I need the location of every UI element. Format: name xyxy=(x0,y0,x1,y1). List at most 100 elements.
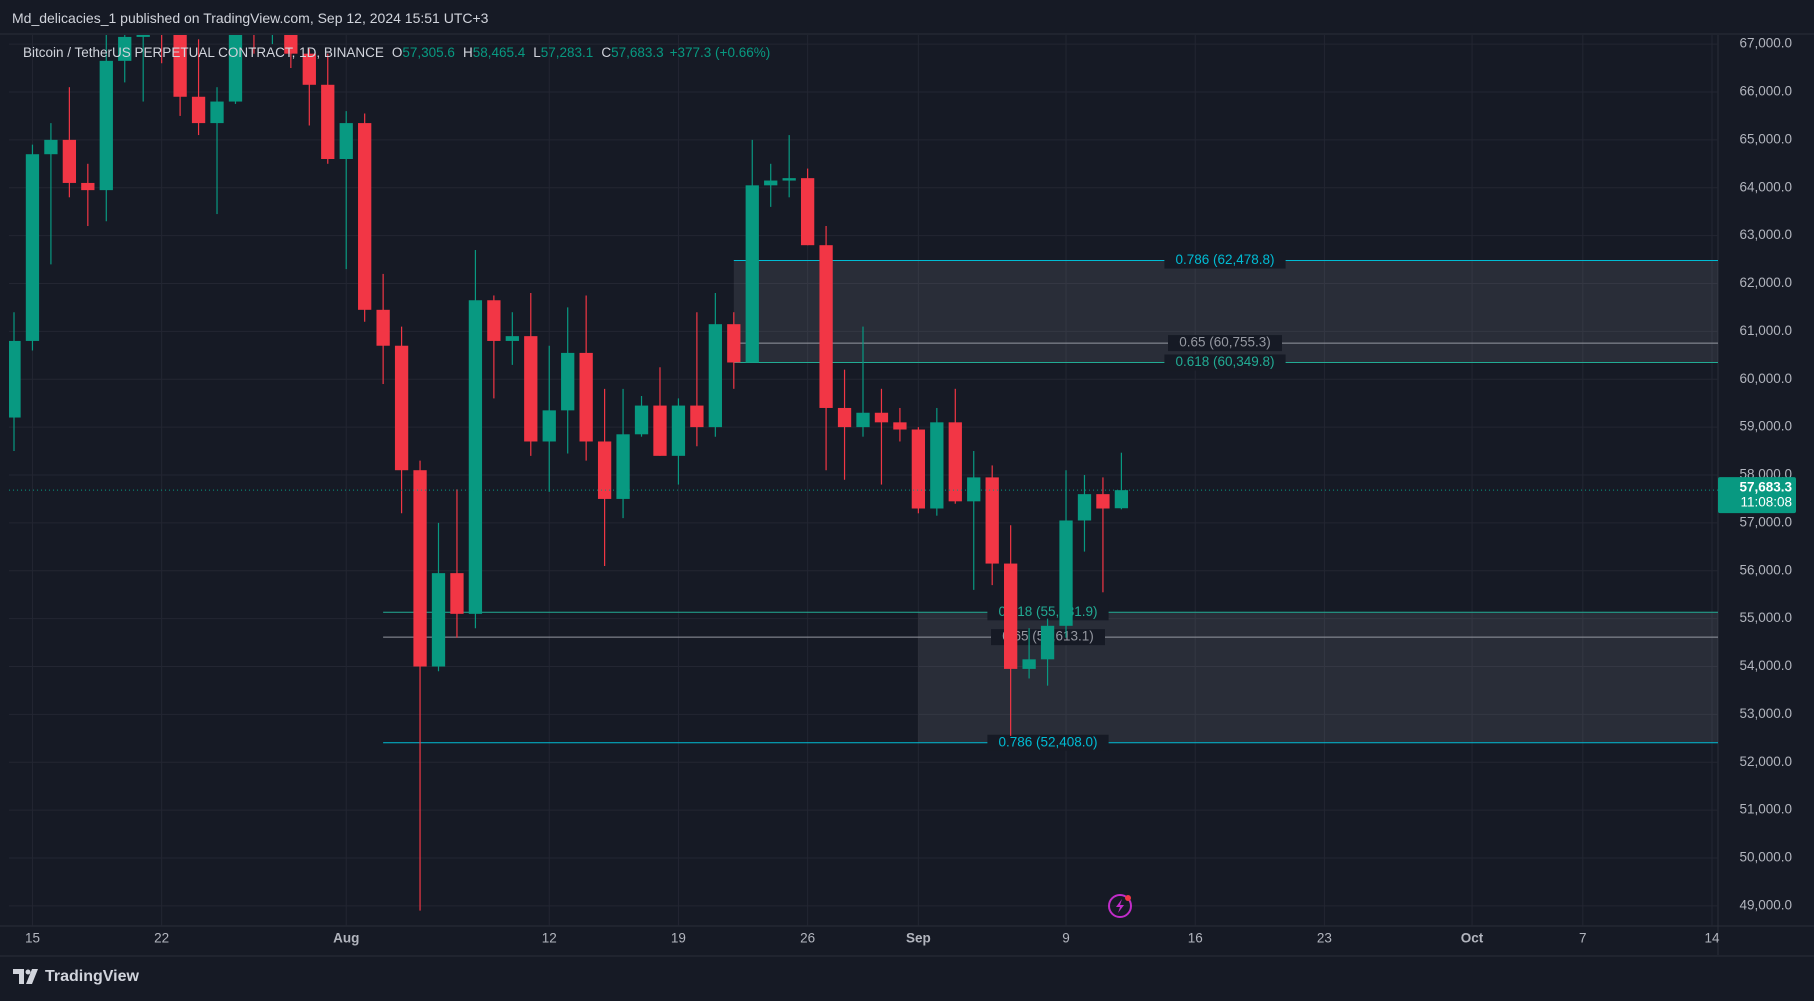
candle-body xyxy=(62,139,77,183)
alert-icon[interactable] xyxy=(1108,894,1132,918)
candle-body xyxy=(413,470,427,667)
ohlc-value: 57,305.6 xyxy=(402,45,455,60)
y-tick-label: 49,000.0 xyxy=(1739,897,1792,912)
candle-body xyxy=(1059,520,1073,626)
candle-body xyxy=(690,405,704,428)
candle-body xyxy=(394,345,409,471)
candle-body xyxy=(81,182,95,191)
candle-body xyxy=(930,422,944,509)
x-tick-label: 7 xyxy=(1579,931,1587,946)
y-tick-label: 61,000.0 xyxy=(1739,323,1792,338)
candle-body xyxy=(653,405,667,456)
candle-body xyxy=(893,422,907,430)
candle-body xyxy=(671,405,686,456)
x-tick-label: 23 xyxy=(1317,931,1332,946)
candle-body xyxy=(376,309,390,346)
x-tick-label: 15 xyxy=(25,931,40,946)
y-tick-label: 56,000.0 xyxy=(1739,562,1792,577)
change: +377.3 (+0.66%) xyxy=(669,45,771,60)
candle-body xyxy=(136,35,150,37)
candle-body xyxy=(118,36,132,61)
candle-body xyxy=(985,477,999,564)
candle-body xyxy=(1096,494,1110,509)
candle-body xyxy=(967,477,981,502)
brand: TradingView xyxy=(45,968,139,985)
footer: TradingView xyxy=(13,968,139,986)
candle-body xyxy=(44,139,58,155)
candle-body xyxy=(468,300,483,614)
candle-body xyxy=(616,434,630,499)
y-tick-label: 59,000.0 xyxy=(1739,419,1792,434)
x-tick-label: 12 xyxy=(542,931,557,946)
x-tick-label: 14 xyxy=(1704,931,1720,946)
logo xyxy=(13,969,38,984)
candle-body xyxy=(191,96,206,124)
ohlc-value: 58,465.4 xyxy=(472,45,526,60)
fib-label: 0.786 (62,478.8) xyxy=(1175,252,1274,267)
candle-body xyxy=(745,185,759,363)
fib-label-bg xyxy=(987,734,1109,751)
candle-body xyxy=(210,101,224,124)
y-tick-label: 52,000.0 xyxy=(1739,754,1792,769)
y-tick-label: 62,000.0 xyxy=(1739,275,1792,290)
y-tick-label: 65,000.0 xyxy=(1739,131,1792,146)
y-tick-label: 63,000.0 xyxy=(1739,227,1792,242)
candle-body xyxy=(948,422,962,502)
candle-body xyxy=(634,405,649,435)
fib-label: 0.618 (60,349.8) xyxy=(1175,354,1274,369)
y-tick-label: 55,000.0 xyxy=(1739,610,1792,625)
candle-body xyxy=(819,245,833,408)
candle-body xyxy=(487,300,501,341)
y-tick-label: 60,000.0 xyxy=(1739,371,1792,386)
publisher-line: Md_delicacies_1 published on TradingView… xyxy=(12,10,489,26)
fib-label-bg xyxy=(1164,252,1286,269)
y-tick-label: 67,000.0 xyxy=(1739,36,1792,51)
fib-label-bg xyxy=(1168,335,1282,352)
x-tick-label: 26 xyxy=(800,931,815,946)
y-tick-label: 54,000.0 xyxy=(1739,658,1792,673)
candle-body xyxy=(782,178,796,181)
candle-body xyxy=(302,53,316,85)
candle-body xyxy=(358,123,372,310)
candle-body xyxy=(431,573,446,667)
y-tick-label: 66,000.0 xyxy=(1739,84,1792,99)
candle-body xyxy=(1022,659,1036,669)
y-tick-label: 51,000.0 xyxy=(1739,802,1792,817)
candle-body xyxy=(173,35,187,97)
candle-body xyxy=(339,123,353,160)
candle-body xyxy=(708,324,722,428)
candle-body xyxy=(284,35,298,54)
ohlc-key: H xyxy=(462,45,473,60)
ohlc-value: 57,683.3 xyxy=(611,45,664,60)
candle-body xyxy=(800,178,815,246)
candle-body xyxy=(99,60,113,191)
x-tick-label: Aug xyxy=(333,931,359,946)
candle-body xyxy=(837,407,852,428)
candle-body xyxy=(856,412,870,428)
fib-label: 0.65 (60,755.3) xyxy=(1179,335,1271,350)
fib-label: 0.786 (52,408.0) xyxy=(998,734,1097,749)
candle-body xyxy=(874,412,889,423)
candle-body xyxy=(911,429,926,509)
y-tick-label: 50,000.0 xyxy=(1739,850,1792,865)
candle-body xyxy=(727,324,741,363)
ohlc-key: O xyxy=(391,45,403,60)
ohlc-value: 57,283.1 xyxy=(540,45,594,60)
candle-body xyxy=(450,573,464,614)
fib-label: 0.618 (55,131.9) xyxy=(998,604,1097,619)
candle-body xyxy=(228,35,243,102)
candle-body xyxy=(1077,494,1092,521)
x-tick-label: Oct xyxy=(1461,931,1484,946)
candle-body xyxy=(561,352,575,411)
candle-body xyxy=(505,336,519,341)
last-price-label: 57,683.3 xyxy=(1739,480,1792,495)
symbol-title: Bitcoin / TetherUS PERPETUAL CONTRACT, 1… xyxy=(23,45,384,60)
candle-body xyxy=(1040,625,1055,660)
candle-body xyxy=(524,336,538,442)
x-tick-label: Sep xyxy=(906,931,931,946)
last-price-tag xyxy=(1718,477,1796,514)
y-tick-label: 53,000.0 xyxy=(1739,706,1792,721)
